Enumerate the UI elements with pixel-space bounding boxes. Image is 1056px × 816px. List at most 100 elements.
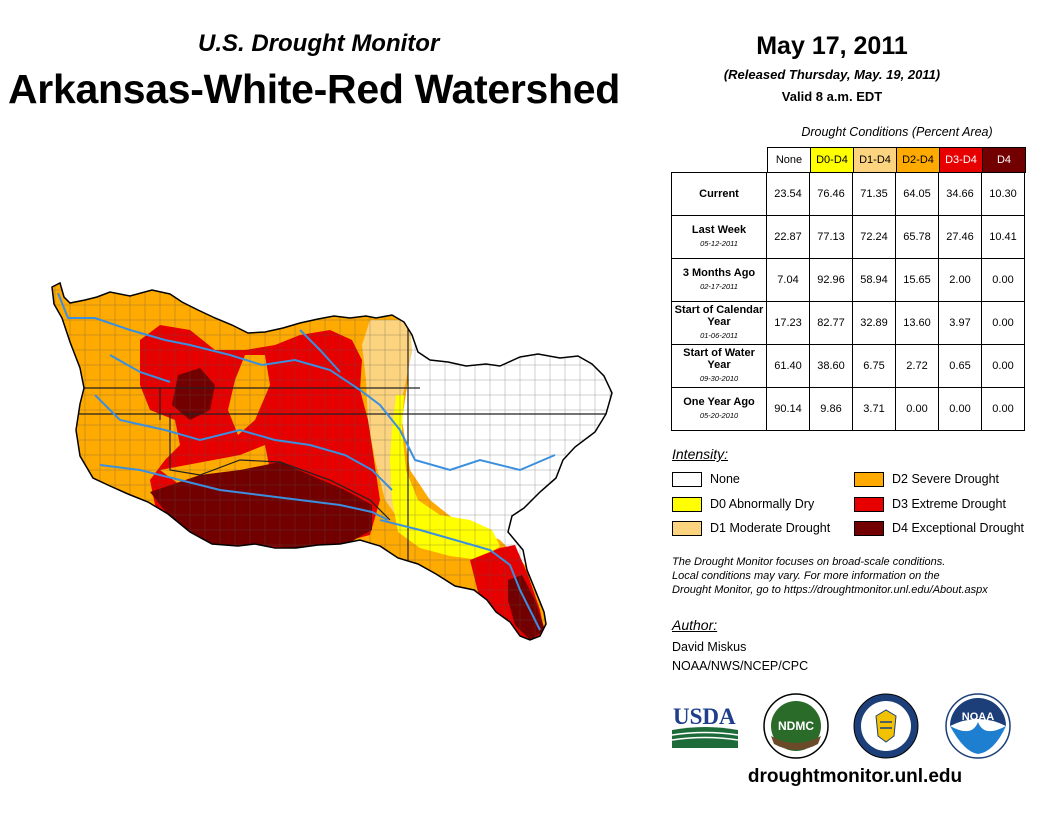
cell: 72.24: [852, 215, 896, 259]
cell: 6.75: [852, 344, 896, 388]
cell: 92.96: [809, 258, 853, 302]
legend-label: D3 Extreme Drought: [892, 497, 1006, 511]
row-label: Start of Water Year 09-30-2010: [671, 344, 767, 388]
legend-label: D2 Severe Drought: [892, 472, 1000, 486]
drought-map: [51, 281, 613, 641]
row-label: One Year Ago 05-20-2010: [671, 387, 767, 431]
col-d0-d4: D0-D4: [810, 147, 854, 173]
col-d4: D4: [982, 147, 1026, 173]
row-date: 05-20-2010: [699, 411, 739, 420]
cell: 38.60: [809, 344, 853, 388]
table-row: Current 23.54 76.46 71.35 64.05 34.66 10…: [671, 172, 1025, 216]
usda-logo: USDA: [671, 704, 739, 748]
note-line: The Drought Monitor focuses on broad-sca…: [672, 556, 946, 568]
author-title: Author:: [672, 617, 718, 633]
cell: 13.60: [895, 301, 939, 345]
cell: 7.04: [766, 258, 810, 302]
ndmc-logo: NDMC: [763, 693, 829, 759]
row-date: 02-17-2011: [700, 282, 738, 291]
note-line: Drought Monitor, go to https://droughtmo…: [672, 584, 988, 596]
d4-region-southeast: [508, 575, 545, 640]
cell: 10.41: [981, 215, 1025, 259]
note-line: Local conditions may vary. For more info…: [672, 570, 940, 582]
cell: 0.00: [981, 387, 1025, 431]
website-url: droughtmonitor.unl.edu: [747, 766, 963, 787]
noaa-logo: NOAA: [945, 693, 1011, 759]
row-label: Start of Calendar Year 01-06-2011: [671, 301, 767, 345]
d0-region: [390, 395, 500, 560]
legend-swatch: [672, 497, 702, 512]
table-row: Start of Water Year 09-30-2010 61.40 38.6…: [671, 344, 1025, 388]
row-date: 09-30-2010: [699, 374, 739, 383]
row-label: Last Week 05-12-2011: [671, 215, 767, 259]
cell: 10.30: [981, 172, 1025, 216]
legend-label: None: [710, 472, 740, 486]
ndmc-logo-text: NDMC: [778, 719, 814, 733]
cell: 0.00: [981, 301, 1025, 345]
canadian-river: [99, 464, 389, 521]
legend-swatch: [672, 521, 702, 536]
legend-swatch: [672, 472, 702, 487]
cell: 34.66: [938, 172, 982, 216]
legend-title: Intensity:: [672, 446, 729, 462]
tributary-river: [109, 354, 171, 383]
valid-time: Valid 8 a.m. EDT: [781, 89, 883, 104]
stats-header: None D0-D4 D1-D4 D2-D4 D3-D4 D4: [767, 147, 1026, 173]
row-label: Current: [671, 172, 767, 216]
col-none: None: [767, 147, 811, 173]
cell: 0.00: [981, 258, 1025, 302]
cell: 0.65: [938, 344, 982, 388]
legend-label: D4 Exceptional Drought: [892, 521, 1025, 535]
cell: 2.72: [895, 344, 939, 388]
table-caption: Drought Conditions (Percent Area): [801, 125, 993, 139]
noaa-logo-text: NOAA: [962, 711, 994, 723]
author-name: David Miskus: [672, 640, 747, 654]
d4-region-north: [172, 368, 215, 420]
basin-outline: [51, 281, 613, 641]
arkansas-river: [57, 292, 556, 472]
tributary-river-north: [299, 329, 341, 373]
cell: 0.00: [895, 387, 939, 431]
d4-region-south: [150, 462, 372, 548]
cell: 65.78: [895, 215, 939, 259]
cell: 71.35: [852, 172, 896, 216]
cell: 32.89: [852, 301, 896, 345]
cimarron-river: [94, 394, 393, 491]
cell: 77.13: [809, 215, 853, 259]
commerce-seal-logo: [853, 693, 919, 759]
cell: 27.46: [938, 215, 982, 259]
stats-table: Current 23.54 76.46 71.35 64.05 34.66 10…: [671, 172, 1025, 431]
author-block: David Miskus NOAA/NWS/NCEP/CPC: [672, 638, 808, 676]
cell: 9.86: [809, 387, 853, 431]
row-date: 05-12-2011: [700, 239, 738, 248]
cell: 23.54: [766, 172, 810, 216]
table-row: 3 Months Ago 02-17-2011 7.04 92.96 58.94 …: [671, 258, 1025, 302]
disclaimer-note: The Drought Monitor focuses on broad-sca…: [672, 555, 1042, 597]
row-date: 01-06-2011: [700, 331, 738, 340]
author-org: NOAA/NWS/NCEP/CPC: [672, 659, 809, 673]
cell: 15.65: [895, 258, 939, 302]
table-row: Start of Calendar Year 01-06-2011 17.23 8…: [671, 301, 1025, 345]
row-label: 3 Months Ago 02-17-2011: [671, 258, 767, 302]
map-subtitle: U.S. Drought Monitor: [198, 30, 440, 57]
col-d2-d4: D2-D4: [896, 147, 940, 173]
legend-label: D0 Abnormally Dry: [710, 497, 815, 511]
map-title: Arkansas-White-Red Watershed: [8, 66, 621, 112]
table-row: One Year Ago 05-20-2010 90.14 9.86 3.71 0…: [671, 387, 1025, 431]
rivers: [57, 292, 556, 631]
cell: 82.77: [809, 301, 853, 345]
table-row: Last Week 05-12-2011 22.87 77.13 72.24 65…: [671, 215, 1025, 259]
cell: 76.46: [809, 172, 853, 216]
cell: 61.40: [766, 344, 810, 388]
map-date: May 17, 2011: [756, 32, 908, 60]
cell: 17.23: [766, 301, 810, 345]
legend-swatch: [854, 497, 884, 512]
cell: 3.97: [938, 301, 982, 345]
usda-logo-text: USDA: [673, 704, 736, 729]
cell: 22.87: [766, 215, 810, 259]
cell: 0.00: [981, 344, 1025, 388]
cell: 3.71: [852, 387, 896, 431]
col-d3-d4: D3-D4: [939, 147, 983, 173]
drought-areas: [52, 283, 612, 640]
release-date: (Released Thursday, May. 19, 2011): [723, 67, 941, 82]
